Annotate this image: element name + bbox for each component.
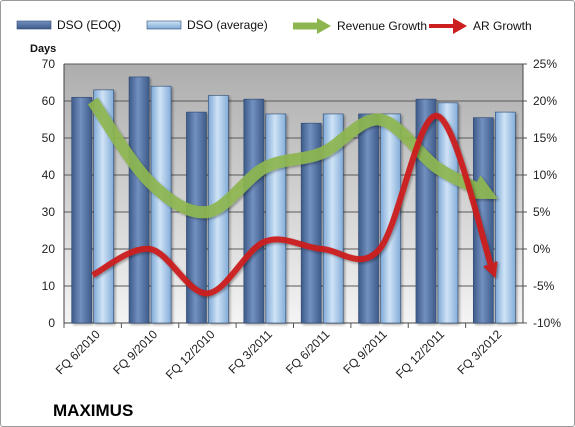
ar-growth-line [91,112,498,297]
bar [300,122,322,324]
y-right-tick-label: 15% [533,131,557,145]
bar [128,76,150,324]
y-right-tick-label: -10% [533,316,561,330]
y-left-tick-label: 50 [42,131,56,145]
x-tick-label: FQ 12/2010 [163,327,218,382]
y-left-tick-label: 40 [42,168,56,182]
bar [243,98,265,324]
y-left-tick-label: 0 [48,316,55,330]
bar [265,113,287,324]
y-left-tick-label: 60 [42,94,56,108]
bar [415,98,437,324]
bar [71,97,92,324]
y-right-tick-label: -5% [533,279,555,293]
company-name: MAXIMUS [53,401,133,420]
bar [322,113,344,324]
legend-label: Revenue Growth [337,19,427,33]
y-right-tick-label: 0% [533,242,551,256]
legend-arrowhead [317,18,331,34]
x-tick-label: FQ 6/2010 [53,327,103,377]
legend-arrowhead [453,18,467,34]
y-right-tick-label: 20% [533,94,557,108]
legend-label: DSO (average) [187,18,268,32]
y-right-tick-label: 10% [533,168,557,182]
legend-swatch [16,20,52,30]
y-right-tick-label: 5% [533,205,551,219]
legend-label: DSO (EOQ) [57,18,121,32]
x-tick-label: FQ 3/2011 [226,327,276,377]
y-left-tick-label: 70 [42,57,56,71]
y-left-tick-label: 20 [42,242,56,256]
y-right-tick-label: 25% [533,57,557,71]
x-tick-label: FQ 9/2010 [110,327,160,377]
x-tick-label: FQ 6/2011 [283,327,333,377]
bar [495,111,516,324]
x-tick-label: FQ 9/2011 [340,327,390,377]
y-left-axis-title: Days [30,43,56,55]
revenue-growth-line [87,97,498,219]
x-tick-label: FQ 12/2011 [393,327,447,381]
bar [380,113,401,324]
legend-swatch [146,20,182,30]
legend-label: AR Growth [473,19,532,33]
x-tick-label: FQ 3/2012 [454,327,504,377]
bar [358,113,379,324]
y-left-tick-label: 10 [42,279,56,293]
bar [437,102,459,324]
y-left-tick-label: 30 [42,205,56,219]
